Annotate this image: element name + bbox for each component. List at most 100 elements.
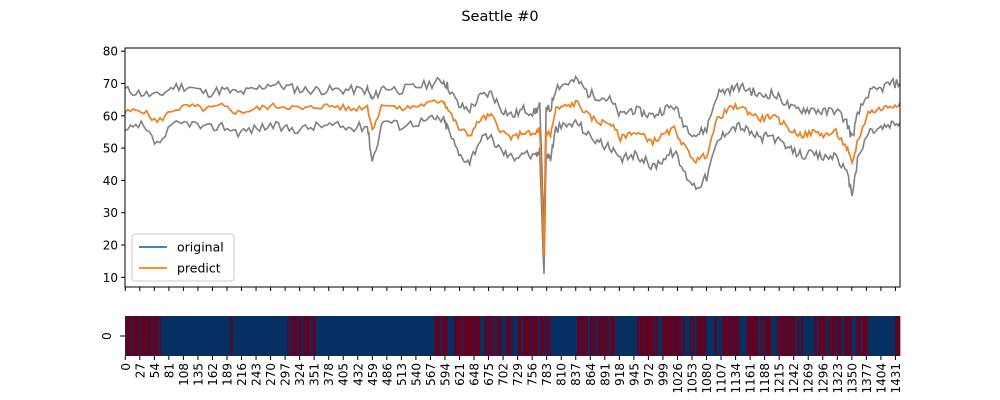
heatmap-cell-high bbox=[586, 316, 588, 356]
heatmap-cell-high bbox=[292, 316, 294, 356]
heatmap-cell-high bbox=[823, 316, 824, 356]
heatmap-cell-high bbox=[838, 316, 839, 356]
heatmap-cell-high bbox=[827, 316, 829, 356]
heatmap-cell-high bbox=[487, 316, 489, 356]
heatmap-cell-high bbox=[287, 316, 289, 356]
heatmap-cell-high bbox=[667, 316, 669, 356]
heatmap-cell-high bbox=[577, 316, 578, 356]
heatmap-cell-high bbox=[636, 316, 638, 356]
heatmap-cell-high bbox=[522, 316, 524, 356]
heatmap-cell-high bbox=[696, 316, 698, 356]
heatmap-cell-high bbox=[678, 316, 680, 356]
legend-box bbox=[131, 233, 235, 282]
heatmap-cell-high bbox=[454, 316, 456, 356]
heatmap-cell-high bbox=[897, 316, 899, 356]
heatmap-x-tick-label: 864 bbox=[584, 363, 598, 386]
heatmap-cell-high bbox=[860, 316, 862, 356]
heatmap-cell-high bbox=[704, 316, 705, 356]
heatmap-cell-high bbox=[147, 316, 148, 356]
heatmap-x-tick-label: 486 bbox=[380, 363, 394, 386]
heatmap-cell-high bbox=[856, 316, 858, 356]
heatmap-cell-high bbox=[840, 316, 842, 356]
heatmap-cell-high bbox=[138, 316, 140, 356]
heatmap-x-tick-label: 756 bbox=[526, 363, 540, 386]
heatmap-cell-high bbox=[527, 316, 529, 356]
heatmap-x-tick-label: 837 bbox=[569, 363, 583, 386]
heatmap-x-tick-label: 1080 bbox=[700, 363, 714, 394]
heatmap-cell-high bbox=[898, 316, 900, 356]
heatmap-cell-high bbox=[487, 316, 489, 356]
heatmap-cell-high bbox=[831, 316, 833, 356]
heatmap-cell-high bbox=[595, 316, 597, 356]
heatmap-cell-high bbox=[641, 316, 643, 356]
heatmap-cell-high bbox=[129, 316, 131, 356]
heatmap-cell-high bbox=[735, 316, 737, 356]
heatmap-x-axis: 0 27 54 81 108 135 162 189 216 243 270 297 324 351 378… bbox=[119, 356, 903, 394]
heatmap-cell-high bbox=[291, 316, 293, 356]
heatmap-x-tick-label: 729 bbox=[511, 363, 525, 386]
heatmap-x-tick-label: 1296 bbox=[816, 363, 830, 394]
heatmap-cell-high bbox=[845, 316, 847, 356]
heatmap-cell-high bbox=[683, 316, 684, 356]
heatmap-cell-high bbox=[784, 316, 786, 356]
heatmap-cell-high bbox=[498, 316, 500, 356]
heatmap-cell-high bbox=[642, 316, 644, 356]
heatmap-cell-high bbox=[152, 316, 154, 356]
heatmap-cell-high bbox=[770, 316, 772, 356]
heatmap-x-tick-label: 891 bbox=[598, 363, 612, 386]
heatmap-cell-high bbox=[675, 316, 677, 356]
heatmap-x-tick-label: 324 bbox=[293, 363, 307, 386]
heatmap-cell-high bbox=[786, 316, 788, 356]
heatmap-cell-high bbox=[292, 316, 294, 356]
heatmap-cell-high bbox=[509, 316, 511, 356]
heatmap-cell-high bbox=[550, 316, 552, 356]
heatmap-cell-high bbox=[692, 316, 694, 356]
heatmap-cell-high bbox=[605, 316, 606, 356]
heatmap-cell-high bbox=[662, 316, 664, 356]
heatmap-cell-high bbox=[814, 316, 816, 356]
heatmap-cell-high bbox=[583, 316, 585, 356]
heatmap-x-tick-label: 675 bbox=[482, 363, 496, 386]
heatmap-cell-high bbox=[309, 316, 310, 356]
heatmap-cell-high bbox=[850, 316, 852, 356]
heatmap-cell-high bbox=[731, 316, 733, 356]
heatmap-cell-high bbox=[669, 316, 670, 356]
heatmap-cell-high bbox=[462, 316, 464, 356]
heatmap-cell-high bbox=[663, 316, 665, 356]
heatmap-cell-high bbox=[612, 316, 613, 356]
heatmap-cell-high bbox=[670, 316, 672, 356]
heatmap-cell-high bbox=[824, 316, 825, 356]
heatmap-cell-high bbox=[676, 316, 677, 356]
heatmap-cell-high bbox=[438, 316, 440, 356]
heatmap-cell-high bbox=[663, 316, 665, 356]
y-tick-label: 70 bbox=[103, 77, 118, 91]
heatmap-cell-high bbox=[651, 316, 653, 356]
heatmap-cell-low bbox=[512, 316, 518, 356]
heatmap-cell-high bbox=[314, 316, 316, 356]
heatmap-cell-high bbox=[899, 316, 901, 356]
heatmap-cell-high bbox=[533, 316, 535, 356]
heatmap-cell-high bbox=[470, 316, 472, 356]
heatmap-cell-high bbox=[475, 316, 477, 356]
heatmap-x-tick-label: 378 bbox=[322, 363, 336, 386]
heatmap-cell-high bbox=[697, 316, 699, 356]
y-tick-label: 50 bbox=[103, 142, 118, 156]
heatmap-cell-high bbox=[540, 316, 542, 356]
heatmap-cell-high bbox=[519, 316, 521, 356]
heatmap-x-tick-label: 270 bbox=[264, 363, 278, 386]
heatmap-cell-high bbox=[485, 316, 486, 356]
heatmap-cell-high bbox=[314, 316, 316, 356]
heatmap-cell-high bbox=[849, 316, 851, 356]
heatmap-cell-high bbox=[468, 316, 470, 356]
heatmap-cell-high bbox=[643, 316, 645, 356]
heatmap-x-tick-label: 0 bbox=[119, 363, 133, 371]
heatmap-cell-high bbox=[608, 316, 610, 356]
heatmap-cell-high bbox=[792, 316, 794, 356]
heatmap-cell-high bbox=[734, 316, 736, 356]
heatmap-x-tick-label: 1053 bbox=[686, 363, 700, 394]
heatmap-cell-high bbox=[859, 316, 861, 356]
heatmap-cell-high bbox=[847, 316, 849, 356]
heatmap-cell-high bbox=[703, 316, 705, 356]
heatmap-cell-high bbox=[477, 316, 479, 356]
heatmap-cell-high bbox=[644, 316, 646, 356]
